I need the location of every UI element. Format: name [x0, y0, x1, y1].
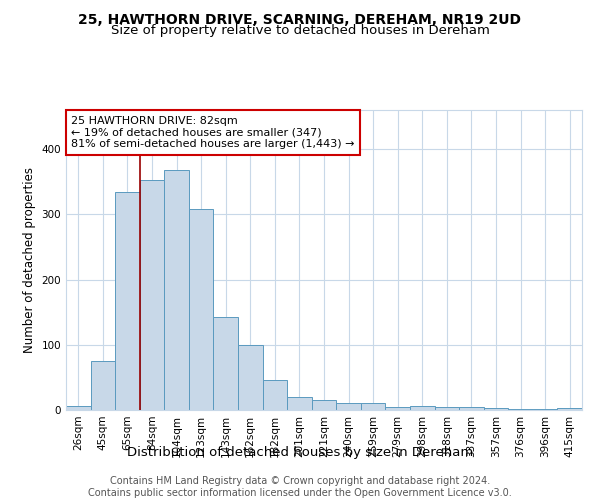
- Bar: [385, 408, 410, 410]
- Text: Distribution of detached houses by size in Dereham: Distribution of detached houses by size …: [127, 446, 473, 459]
- Bar: [164, 170, 189, 410]
- Bar: [287, 397, 312, 410]
- Bar: [115, 192, 140, 410]
- Bar: [214, 316, 238, 410]
- Bar: [361, 404, 385, 410]
- Bar: [263, 380, 287, 410]
- Bar: [312, 400, 336, 410]
- Y-axis label: Number of detached properties: Number of detached properties: [23, 167, 36, 353]
- Bar: [91, 361, 115, 410]
- Bar: [459, 406, 484, 410]
- Bar: [434, 406, 459, 410]
- Bar: [484, 408, 508, 410]
- Text: 25, HAWTHORN DRIVE, SCARNING, DEREHAM, NR19 2UD: 25, HAWTHORN DRIVE, SCARNING, DEREHAM, N…: [79, 12, 521, 26]
- Bar: [336, 403, 361, 410]
- Bar: [140, 180, 164, 410]
- Text: 25 HAWTHORN DRIVE: 82sqm
← 19% of detached houses are smaller (347)
81% of semi-: 25 HAWTHORN DRIVE: 82sqm ← 19% of detach…: [71, 116, 355, 149]
- Bar: [557, 408, 582, 410]
- Bar: [189, 209, 214, 410]
- Bar: [508, 408, 533, 410]
- Text: Size of property relative to detached houses in Dereham: Size of property relative to detached ho…: [110, 24, 490, 37]
- Bar: [66, 406, 91, 410]
- Bar: [238, 346, 263, 410]
- Bar: [410, 406, 434, 410]
- Text: Contains HM Land Registry data © Crown copyright and database right 2024.
Contai: Contains HM Land Registry data © Crown c…: [88, 476, 512, 498]
